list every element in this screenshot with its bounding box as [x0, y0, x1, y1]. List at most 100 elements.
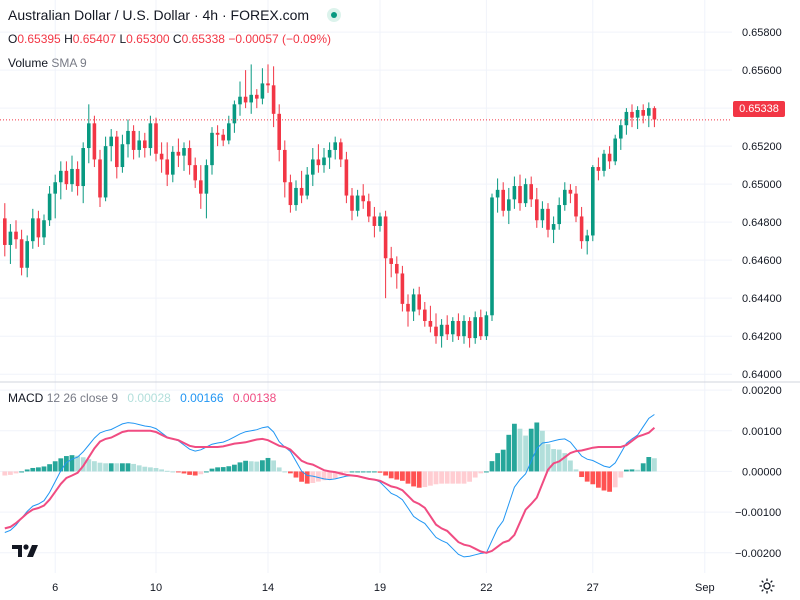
macd-histogram-bar	[366, 471, 372, 473]
candle-body-down	[428, 320, 433, 327]
symbol-title[interactable]: Australian Dollar / U.S. Dollar · 4h · F…	[8, 7, 310, 23]
macd-histogram-bar	[388, 471, 394, 479]
macd-histogram-bar	[226, 466, 232, 472]
signal-line	[4, 426, 656, 554]
candle-body-up	[602, 153, 606, 171]
macd-histogram-bar	[215, 467, 220, 472]
high-value: 0.65407	[72, 32, 117, 46]
candle-body-up	[171, 151, 175, 175]
macd-histogram-bar	[344, 471, 349, 473]
macd-histogram-bar	[41, 466, 47, 472]
macd-histogram-bar	[646, 457, 652, 472]
macd-params: 12 26 close 9	[46, 391, 119, 405]
macd-histogram-bar	[612, 471, 618, 488]
macd-histogram-bar	[528, 428, 534, 472]
candle-body-down	[546, 208, 550, 230]
candle-body-down	[630, 111, 634, 118]
macd-histogram-bar	[36, 467, 41, 472]
last-price-tag: 0.65338	[733, 101, 785, 117]
macd-histogram-bar	[24, 469, 30, 472]
macd-histogram-bar	[629, 469, 635, 472]
macd-histogram-bar	[260, 460, 265, 472]
candle-body-up	[563, 189, 567, 206]
candle-body-down	[299, 187, 304, 196]
candle-body-up	[619, 125, 623, 139]
volume-label[interactable]: Volume	[8, 56, 49, 70]
macd-axis-tick-label: 0.00000	[742, 466, 782, 478]
candle-body-down	[36, 218, 41, 238]
macd-histogram-bar	[551, 449, 556, 472]
macd-histogram-bar	[484, 471, 489, 473]
macd-histogram-bar	[360, 471, 366, 473]
macd-histogram-bar	[52, 461, 58, 472]
macd-signal-value: 0.00138	[232, 391, 277, 405]
macd-histogram-bar	[562, 453, 568, 472]
macd-histogram-bar	[624, 469, 629, 472]
macd-axis-tick-label: −0.00100	[735, 507, 781, 519]
macd-histogram-bar	[8, 471, 13, 475]
macd-histogram-bar	[164, 470, 170, 472]
macd-legend[interactable]: MACD 12 26 close 9 0.00028 0.00166 0.001…	[8, 391, 276, 405]
time-axis-tick-label: 27	[587, 582, 599, 594]
gear-icon[interactable]	[758, 577, 776, 595]
candle-body-down	[64, 170, 69, 185]
macd-histogram-bar	[590, 471, 596, 485]
candle-body-up	[204, 165, 209, 194]
candle-body-up	[451, 320, 455, 335]
candle-body-down	[131, 130, 136, 150]
macd-histogram-bar	[506, 434, 512, 472]
macd-histogram-bar	[489, 461, 495, 472]
macd-histogram-bar	[428, 471, 433, 486]
open-value: 0.65395	[17, 32, 61, 46]
macd-histogram-bar	[640, 463, 646, 472]
macd-histogram-bar	[108, 463, 114, 472]
macd-histogram-bar	[198, 471, 204, 475]
candle-body-up	[148, 123, 153, 149]
macd-label[interactable]: MACD	[8, 391, 44, 405]
macd-axis-tick-label: 0.00200	[742, 385, 782, 397]
macd-histogram-bar	[69, 455, 75, 472]
macd-histogram-bar	[450, 471, 456, 484]
candle-body-down	[221, 134, 225, 141]
candle-body-down	[115, 136, 119, 168]
macd-histogram-bar	[209, 468, 215, 472]
tradingview-logo-icon[interactable]	[10, 541, 40, 561]
time-axis-tick-label: 22	[480, 582, 492, 594]
macd-histogram-bar	[411, 471, 416, 487]
macd-histogram-bar	[120, 463, 125, 472]
macd-hist-value: 0.00028	[127, 391, 171, 405]
macd-histogram-bar	[635, 469, 640, 472]
candle-body-down	[243, 96, 248, 103]
candle-body-up	[109, 136, 113, 147]
macd-histogram-bar	[383, 471, 388, 476]
candle-body-down	[367, 201, 371, 217]
candle-body-up	[249, 94, 253, 103]
market-open-status-icon	[326, 8, 341, 22]
price-axis-tick-label: 0.65000	[742, 179, 782, 191]
candle-body-up	[512, 186, 517, 200]
macd-histogram-bar	[2, 471, 8, 476]
volume-legend[interactable]: Volume SMA 9	[8, 56, 87, 70]
candle-body-up	[647, 108, 651, 116]
candle-body-up	[126, 130, 130, 145]
candle-body-up	[120, 144, 125, 168]
candle-body-up	[333, 142, 337, 150]
candle-body-down	[406, 303, 410, 312]
macd-histogram-bar	[153, 467, 159, 472]
change-value: −0.00057 (−0.09%)	[228, 32, 332, 46]
candle-body-down	[154, 123, 158, 154]
candle-body-up	[473, 317, 477, 339]
candle-body-up	[210, 132, 214, 166]
time-axis-tick-label: Sep	[695, 582, 715, 594]
macd-histogram-bar	[232, 464, 237, 472]
macd-histogram-bar	[349, 471, 355, 473]
symbol-legend[interactable]: Australian Dollar / U.S. Dollar · 4h · F…	[8, 7, 341, 23]
candle-body-up	[31, 218, 35, 242]
candle-body-up	[227, 123, 231, 141]
time-axis-tick-label: 14	[262, 582, 274, 594]
candle-body-down	[266, 83, 270, 86]
candle-body-up	[484, 315, 489, 337]
macd-histogram-bar	[601, 471, 607, 491]
macd-histogram-bar	[400, 471, 405, 481]
